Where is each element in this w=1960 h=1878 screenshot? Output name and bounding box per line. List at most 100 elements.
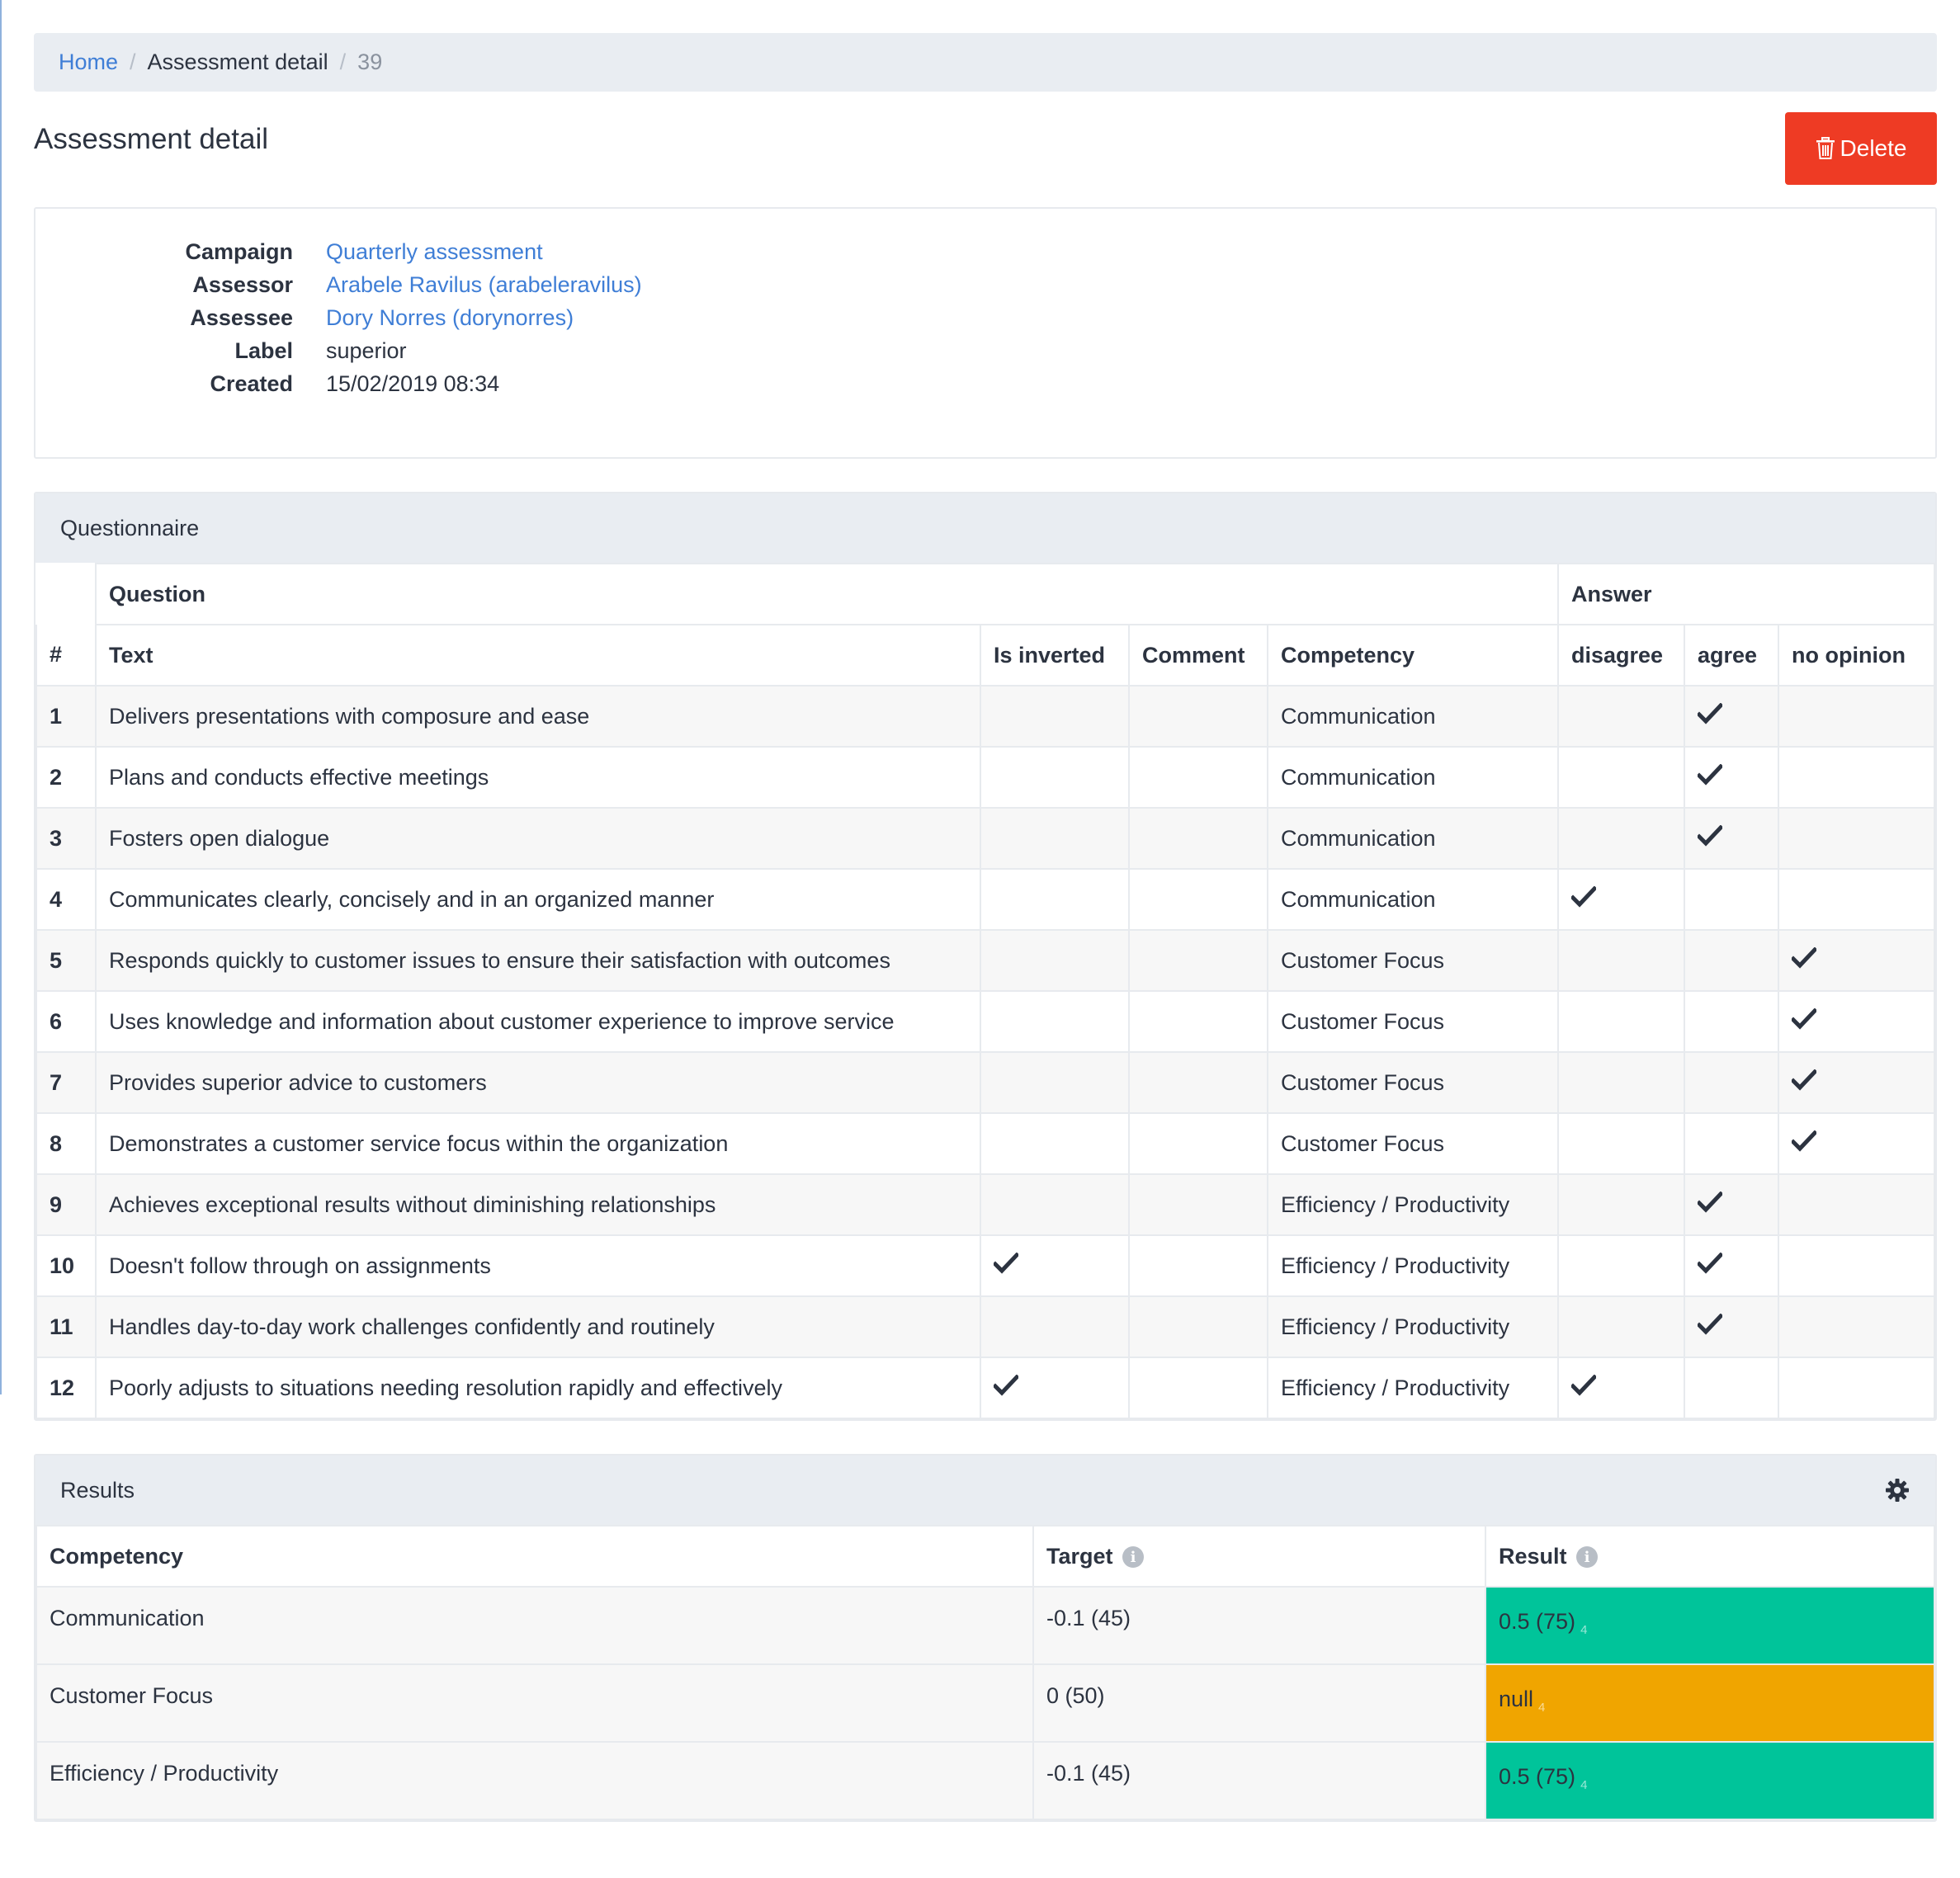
table-row: 7 Provides superior advice to customers Cu…: [35, 1051, 1935, 1114]
question-text: Poorly adjusts to situations needing res…: [95, 1357, 981, 1419]
answer-disagree-cell: [1557, 1357, 1685, 1419]
comment-cell: [1128, 1295, 1268, 1358]
check-icon: [1698, 702, 1722, 724]
label-value: superior: [326, 337, 407, 363]
table-row: Communication -0.1 (45) 0.5 (75) 4: [35, 1586, 1935, 1665]
question-text: Plans and conducts effective meetings: [95, 746, 981, 809]
assessee-link[interactable]: Dory Norres (dorynorres): [326, 304, 574, 330]
answer-agree-cell: [1684, 1051, 1779, 1114]
answer-no-opinion-cell: [1778, 1051, 1935, 1114]
gear-icon[interactable]: [1884, 1477, 1910, 1503]
competency-cell: Communication: [1267, 868, 1559, 931]
table-row: 12 Poorly adjusts to situations needing r…: [35, 1357, 1935, 1419]
answer-agree-cell: [1684, 1234, 1779, 1297]
answer-no-opinion-cell: [1778, 1234, 1935, 1297]
column-header-target: Target i: [1032, 1525, 1486, 1588]
competency-cell: Communication: [1267, 746, 1559, 809]
table-row: 6 Uses knowledge and information about cu…: [35, 990, 1935, 1053]
answer-disagree-cell: [1557, 1295, 1685, 1358]
group-header-answer: Answer: [1557, 563, 1935, 625]
answer-no-opinion-cell: [1778, 929, 1935, 992]
delete-button[interactable]: Delete: [1785, 112, 1937, 185]
assessor-link[interactable]: Arabele Ravilus (arabeleravilus): [326, 271, 642, 297]
result-value-cell: 0.5 (75) 4: [1485, 1586, 1935, 1665]
check-icon: [1698, 824, 1722, 847]
column-header-competency: Competency: [35, 1525, 1034, 1588]
check-icon: [1698, 1252, 1722, 1274]
breadcrumb-separator: /: [339, 50, 347, 74]
assessment-info-card: Campaign Quarterly assessment Assessor A…: [34, 207, 1937, 459]
breadcrumb-section: Assessment detail: [147, 50, 328, 74]
competency-cell: Efficiency / Productivity: [1267, 1357, 1559, 1419]
answer-disagree-cell: [1557, 1051, 1685, 1114]
table-row: 1 Delivers presentations with composure a…: [35, 685, 1935, 748]
question-text: Demonstrates a customer service focus wi…: [95, 1112, 981, 1175]
page: Home / Assessment detail / 39 Assessment…: [34, 33, 1937, 1822]
question-text: Delivers presentations with composure an…: [95, 685, 981, 748]
breadcrumb-id: 39: [357, 50, 383, 74]
answer-agree-cell: [1684, 1357, 1779, 1419]
group-header-empty: [36, 564, 97, 625]
row-number: 5: [35, 929, 97, 992]
info-row-assessee: Assessee Dory Norres (dorynorres): [35, 301, 642, 334]
page-title: Assessment detail: [34, 123, 269, 155]
is-inverted-cell: [980, 1357, 1130, 1419]
comment-cell: [1128, 1051, 1268, 1114]
row-number: 4: [35, 868, 97, 931]
question-text: Provides superior advice to customers: [95, 1051, 981, 1114]
answer-agree-cell: [1684, 929, 1779, 992]
answer-agree-cell: [1684, 990, 1779, 1053]
check-icon: [994, 1252, 1018, 1274]
answer-disagree-cell: [1557, 1234, 1685, 1297]
check-icon: [1792, 1130, 1816, 1152]
answer-disagree-cell: [1557, 746, 1685, 809]
question-text: Uses knowledge and information about cus…: [95, 990, 981, 1053]
row-number: 1: [35, 685, 97, 748]
is-inverted-cell: [980, 746, 1130, 809]
group-header-row: Question Answer: [36, 563, 1935, 625]
competency-cell: Customer Focus: [1267, 929, 1559, 992]
results-panel: Results Competenc: [34, 1454, 1937, 1822]
breadcrumb-home[interactable]: Home: [59, 50, 119, 74]
assessee-label: Assessee: [190, 304, 293, 330]
left-border: [0, 0, 2, 1394]
comment-cell: [1128, 1173, 1268, 1236]
info-circle-icon[interactable]: i: [1122, 1546, 1145, 1569]
assessor-label: Assessor: [192, 271, 293, 297]
campaign-link[interactable]: Quarterly assessment: [326, 238, 543, 264]
check-icon: [1792, 1007, 1816, 1030]
is-inverted-cell: [980, 1112, 1130, 1175]
result-count: 4: [1538, 1701, 1546, 1715]
created-value: 15/02/2019 08:34: [326, 370, 500, 396]
answer-no-opinion-cell: [1778, 685, 1935, 748]
row-number: 6: [35, 990, 97, 1053]
competency-cell: Efficiency / Productivity: [1267, 1173, 1559, 1236]
results-header: Results: [35, 1456, 1935, 1525]
is-inverted-cell: [980, 868, 1130, 931]
result-value: null: [1499, 1687, 1534, 1711]
competency-cell: Customer Focus: [1267, 1112, 1559, 1175]
competency-cell: Customer Focus: [1267, 990, 1559, 1053]
target-label: Target: [1046, 1543, 1113, 1569]
answer-disagree-cell: [1557, 1112, 1685, 1175]
result-competency: Communication: [35, 1586, 1034, 1665]
is-inverted-cell: [980, 807, 1130, 870]
info-row-label: Label superior: [35, 334, 642, 367]
result-target: 0 (50): [1032, 1663, 1486, 1743]
is-inverted-cell: [980, 685, 1130, 748]
question-text: Responds quickly to customer issues to e…: [95, 929, 981, 992]
answer-agree-cell: [1684, 807, 1779, 870]
check-icon: [1792, 946, 1816, 969]
answer-no-opinion-cell: [1778, 990, 1935, 1053]
check-icon: [1571, 1374, 1596, 1396]
comment-cell: [1128, 1112, 1268, 1175]
row-number: 3: [35, 807, 97, 870]
is-inverted-cell: [980, 1173, 1130, 1236]
info-circle-icon[interactable]: i: [1576, 1546, 1599, 1569]
column-header-no-opinion: no opinion: [1778, 624, 1935, 687]
row-number: 9: [35, 1173, 97, 1236]
result-target: -0.1 (45): [1032, 1586, 1486, 1665]
answer-no-opinion-cell: [1778, 1295, 1935, 1358]
competency-cell: Communication: [1267, 807, 1559, 870]
answer-agree-cell: [1684, 746, 1779, 809]
